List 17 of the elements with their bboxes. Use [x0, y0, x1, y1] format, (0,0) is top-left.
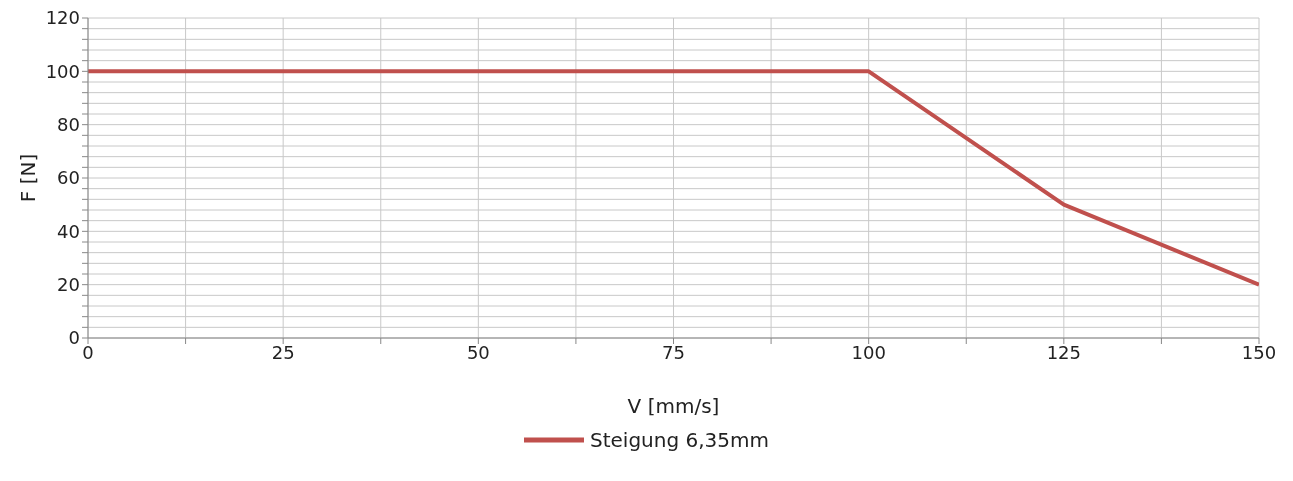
y-tick-label: 120: [45, 7, 80, 29]
x-tick-label: 25: [271, 341, 295, 363]
x-tick-label: 50: [466, 341, 490, 363]
y-tick-label: 100: [45, 60, 80, 82]
x-axis-title: V [mm/s]: [627, 394, 720, 418]
x-tick-label: 0: [82, 341, 94, 363]
y-tick-label: 40: [57, 220, 80, 242]
y-tick-label: 80: [57, 114, 80, 136]
y-tick-label: 60: [57, 167, 80, 189]
legend-label: Steigung 6,35mm: [590, 428, 769, 452]
y-tick-label: 0: [68, 327, 80, 349]
y-axis-title: F [N]: [16, 153, 41, 203]
x-tick-label: 125: [1046, 341, 1082, 363]
x-tick-label: 75: [662, 341, 685, 363]
x-tick-label: 100: [851, 341, 886, 363]
x-tick-label: 150: [1241, 341, 1277, 363]
y-tick-label: 20: [57, 274, 80, 296]
